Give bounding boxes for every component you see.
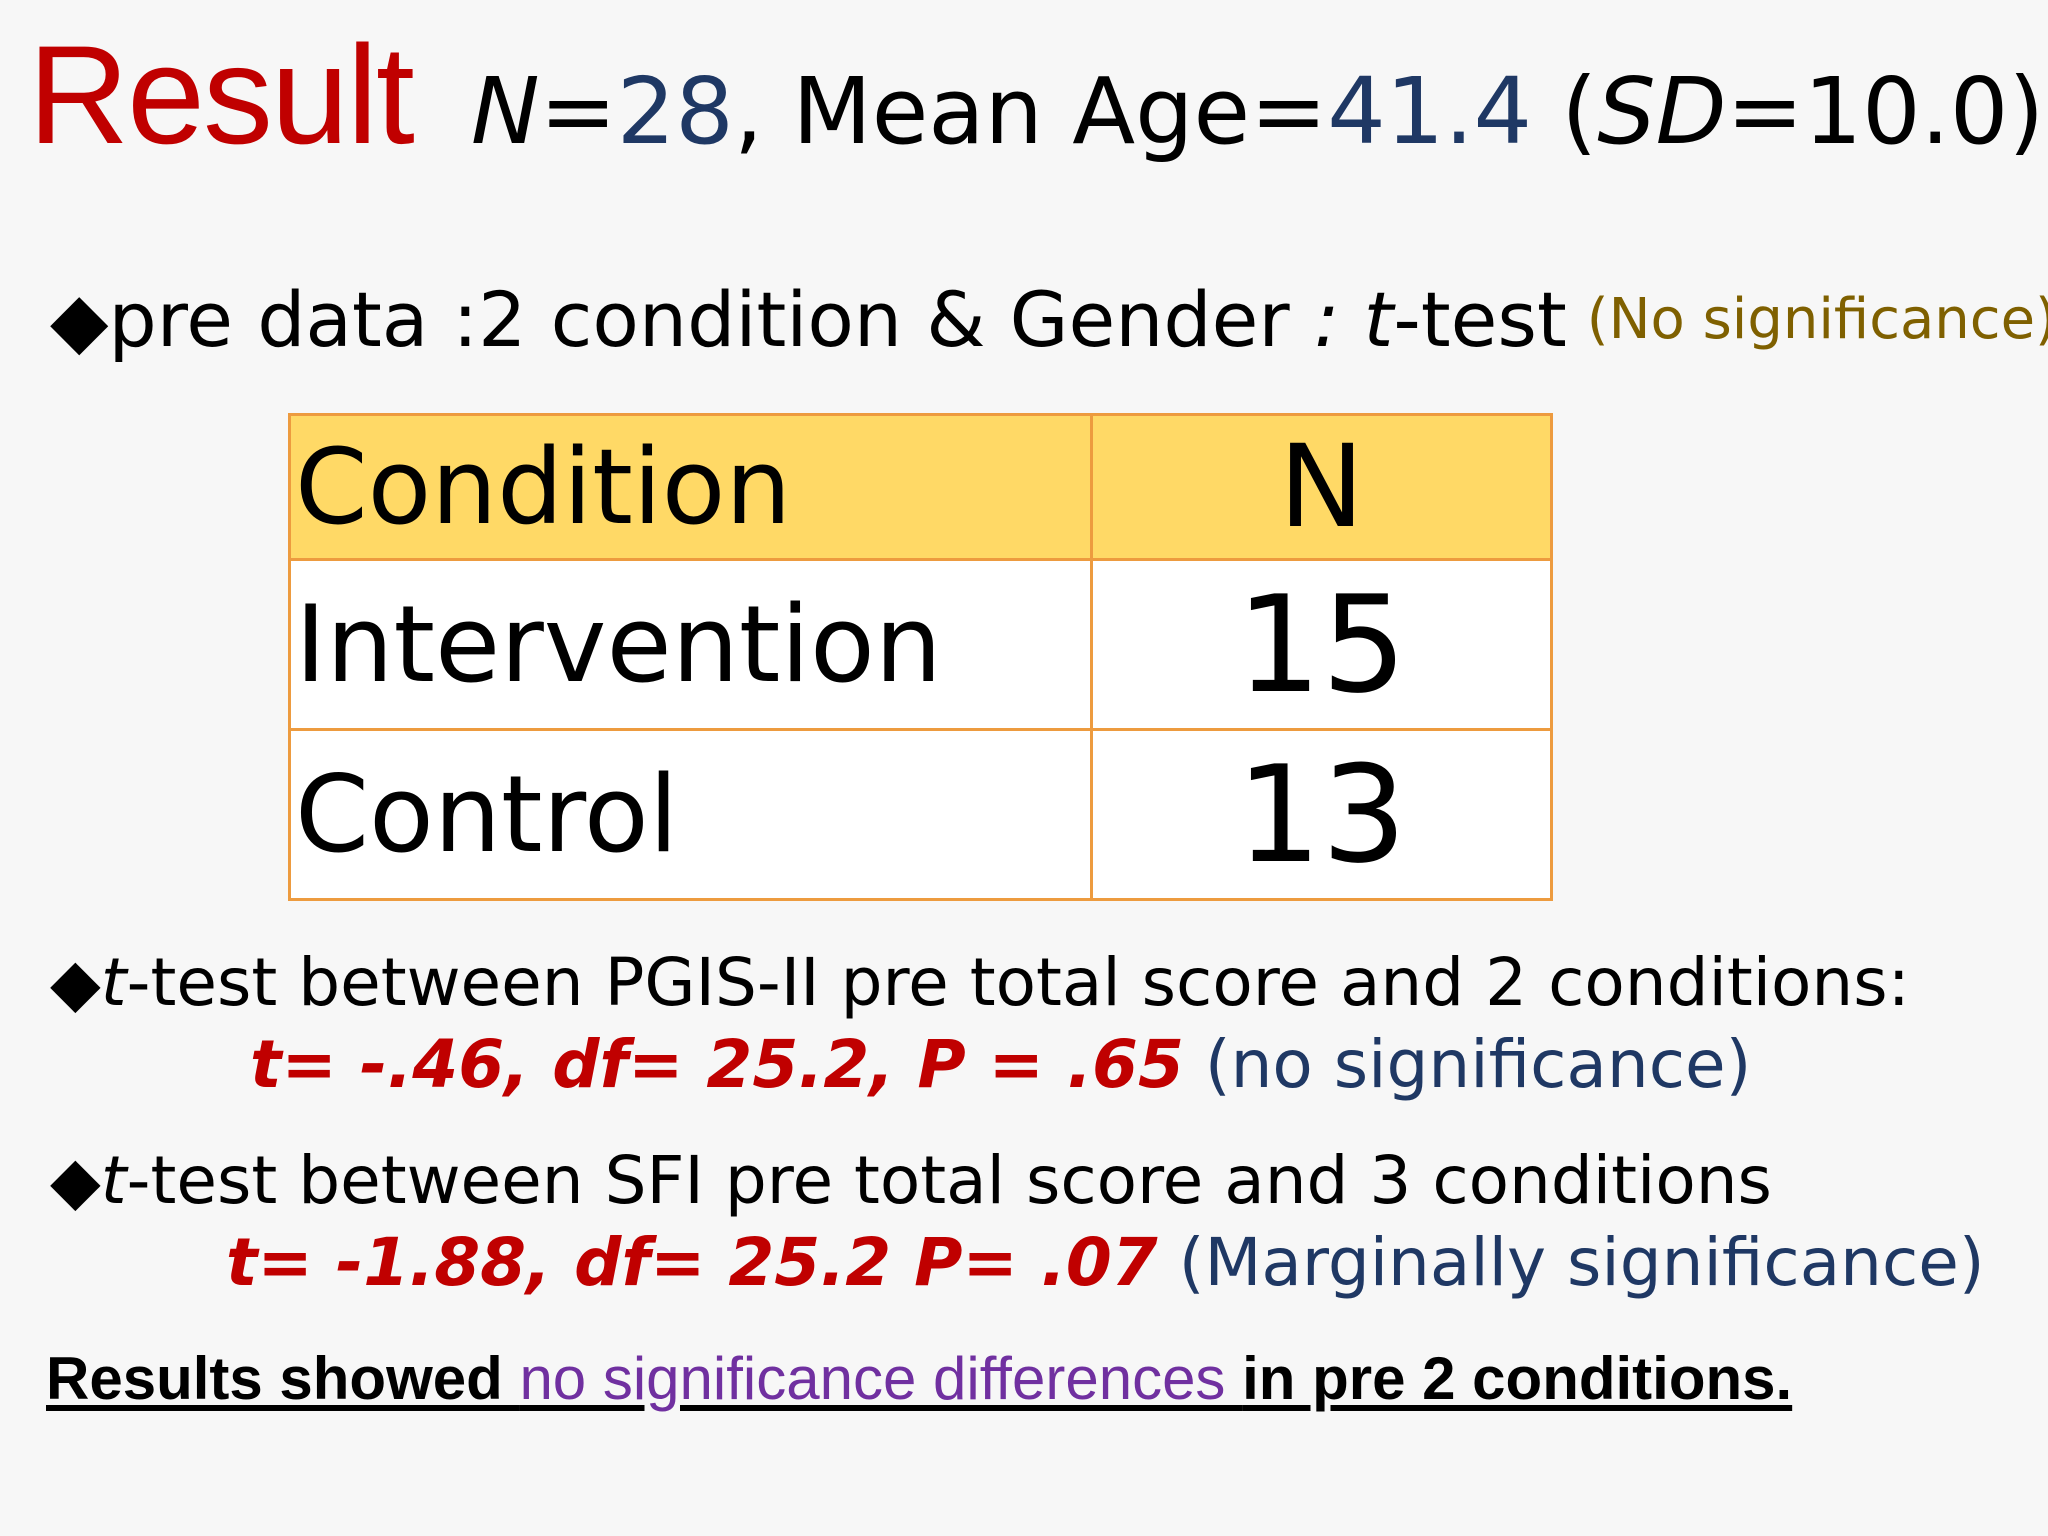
title-row: Result N=28, Mean Age=41.4 (SD=10.0)	[28, 20, 2044, 170]
n-value: 28	[616, 58, 734, 165]
header-condition: Condition	[288, 412, 1093, 562]
header-n: N	[1090, 412, 1553, 562]
row-condition: Intervention	[288, 558, 1093, 732]
sfi-t: t	[100, 1142, 127, 1219]
sd-open: (	[1532, 58, 1598, 165]
sfi-text: -test between SFI pre total score and 3 …	[126, 1142, 1772, 1219]
n-label: N	[470, 58, 540, 165]
row-n: 13	[1090, 728, 1553, 901]
mean-age-label: , Mean Age=	[733, 58, 1328, 165]
pgis-bullet: ◆ t -test between PGIS-II pre total scor…	[50, 940, 1910, 1026]
pre-data-t: t	[1363, 275, 1394, 364]
conclusion-highlight: no significance differences	[519, 1345, 1243, 1412]
equals-sign: =	[539, 58, 617, 165]
diamond-bullet-icon: ◆	[50, 1142, 101, 1219]
diamond-bullet-icon: ◆	[50, 944, 101, 1021]
pgis-result: t= -.46, df= 25.2, P = .65 (no significa…	[250, 1022, 1751, 1108]
sd-value: =10.0)	[1726, 58, 2045, 165]
conclusion-part1: Results showed	[46, 1345, 520, 1412]
row-n: 15	[1090, 558, 1553, 732]
table-row: Intervention 15	[288, 558, 1553, 732]
sfi-result: t= -1.88, df= 25.2 P= .07 (Marginally si…	[226, 1220, 1985, 1306]
pgis-t: t	[100, 944, 127, 1021]
sample-stats: N=28, Mean Age=41.4 (SD=10.0)	[471, 37, 2044, 187]
pre-data-bullet: ◆ pre data :2 condition & Gender : t -te…	[50, 270, 2048, 370]
pre-data-colon: :	[1289, 275, 1364, 364]
row-condition: Control	[288, 728, 1093, 901]
table-header-row: Condition N	[288, 412, 1553, 562]
pgis-note: (no significance)	[1183, 1026, 1752, 1103]
sfi-note: (Marginally significance)	[1157, 1224, 1985, 1301]
pgis-text: -test between PGIS-II pre total score an…	[126, 944, 1910, 1021]
pgis-stats: t= -.46, df= 25.2, P = .65	[250, 1026, 1184, 1103]
sd-label: SD	[1597, 58, 1727, 165]
diamond-bullet-icon: ◆	[50, 275, 109, 364]
table-row: Control 13	[288, 728, 1553, 901]
sfi-stats: t= -1.88, df= 25.2 P= .07	[226, 1224, 1158, 1301]
mean-age-value: 41.4	[1327, 58, 1533, 165]
pre-data-test: -test	[1393, 275, 1567, 364]
pre-data-note: (No significance)	[1586, 287, 2048, 352]
conclusion-part2: in pre 2 conditions.	[1242, 1345, 1793, 1412]
conclusion: Results showed no significance differenc…	[46, 1336, 1792, 1422]
slide-title: Result	[28, 16, 415, 173]
sfi-bullet: ◆ t -test between SFI pre total score an…	[50, 1138, 1772, 1224]
condition-table: Condition N Intervention 15 Control 13	[288, 412, 1553, 901]
pre-data-text: pre data :2 condition & Gender	[108, 275, 1290, 364]
